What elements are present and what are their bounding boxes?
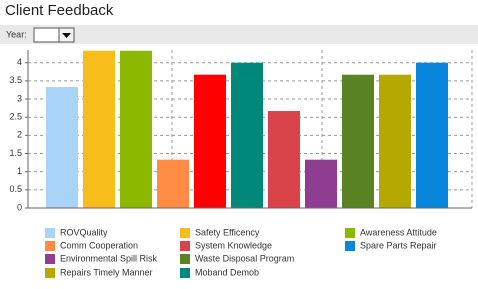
bar: [268, 111, 300, 208]
bar: [231, 62, 263, 208]
bar: [83, 50, 115, 208]
y-tick-label: 3: [17, 93, 22, 103]
y-tick-label: 1.5: [9, 148, 22, 158]
legend-swatch: [180, 254, 190, 264]
legend-swatch: [45, 268, 55, 278]
select-arrow: [62, 33, 71, 38]
y-tick-label: 0.5: [9, 184, 22, 194]
legend-swatch: [45, 228, 55, 238]
legend-label: ROVQuality: [60, 227, 108, 237]
legend-label: Spare Parts Repair: [360, 240, 437, 250]
y-tick-label: 0: [17, 202, 22, 212]
widget-title: Client Feedback: [5, 2, 114, 19]
legend-swatch: [45, 254, 55, 264]
legend-swatch: [45, 241, 55, 251]
legend-label: Comm Cooperation: [60, 240, 138, 250]
y-tick-label: 2: [17, 130, 22, 140]
bar: [194, 74, 226, 208]
legend-swatch: [345, 228, 355, 238]
y-tick-label: 3.5: [9, 75, 22, 85]
legend-swatch: [180, 228, 190, 238]
legend-label: System Knowledge: [195, 240, 272, 250]
legend-label: Waste Disposal Program: [195, 253, 294, 263]
bar: [379, 74, 411, 208]
bar: [342, 74, 374, 208]
bar: [305, 159, 337, 208]
filter-bar: [0, 25, 478, 44]
y-tick-label: 1: [17, 166, 22, 176]
bar: [120, 50, 152, 208]
bar: [416, 62, 448, 208]
legend-label: Environmental Spill Risk: [60, 253, 158, 263]
legend-label: Safety Efficency: [195, 227, 260, 237]
filter-label: Year:: [6, 29, 27, 39]
legend-swatch: [345, 241, 355, 251]
legend-label: Moband Demob: [195, 267, 259, 277]
bar: [46, 87, 78, 208]
legend-label: Repairs Timely Manner: [60, 267, 153, 277]
legend-label: Awareness Attitude: [360, 227, 437, 237]
bar: [157, 159, 189, 208]
legend-swatch: [180, 268, 190, 278]
legend-swatch: [180, 241, 190, 251]
y-tick-label: 2.5: [9, 112, 22, 122]
y-tick-label: 4: [17, 57, 22, 67]
